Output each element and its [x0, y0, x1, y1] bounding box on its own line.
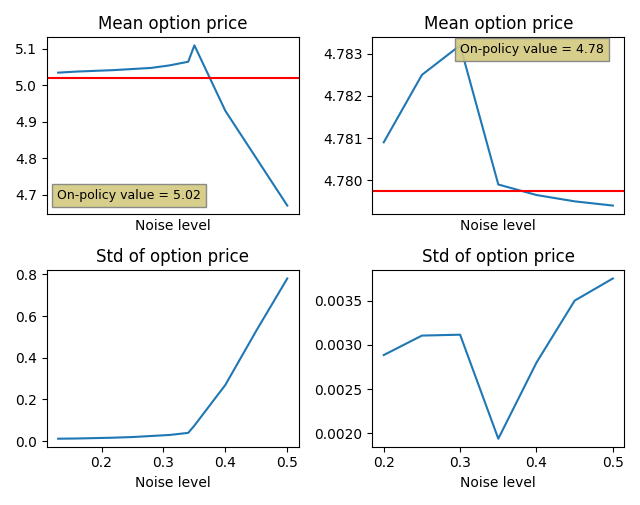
Title: Mean option price: Mean option price	[424, 15, 573, 33]
Title: Mean option price: Mean option price	[98, 15, 248, 33]
Text: On-policy value = 4.78: On-policy value = 4.78	[461, 42, 604, 56]
X-axis label: Noise level: Noise level	[135, 476, 211, 490]
X-axis label: Noise level: Noise level	[460, 476, 536, 490]
X-axis label: Noise level: Noise level	[460, 219, 536, 233]
Title: Std of option price: Std of option price	[422, 248, 575, 266]
Text: On-policy value = 5.02: On-policy value = 5.02	[57, 189, 201, 202]
X-axis label: Noise level: Noise level	[135, 219, 211, 233]
Title: Std of option price: Std of option price	[96, 248, 249, 266]
